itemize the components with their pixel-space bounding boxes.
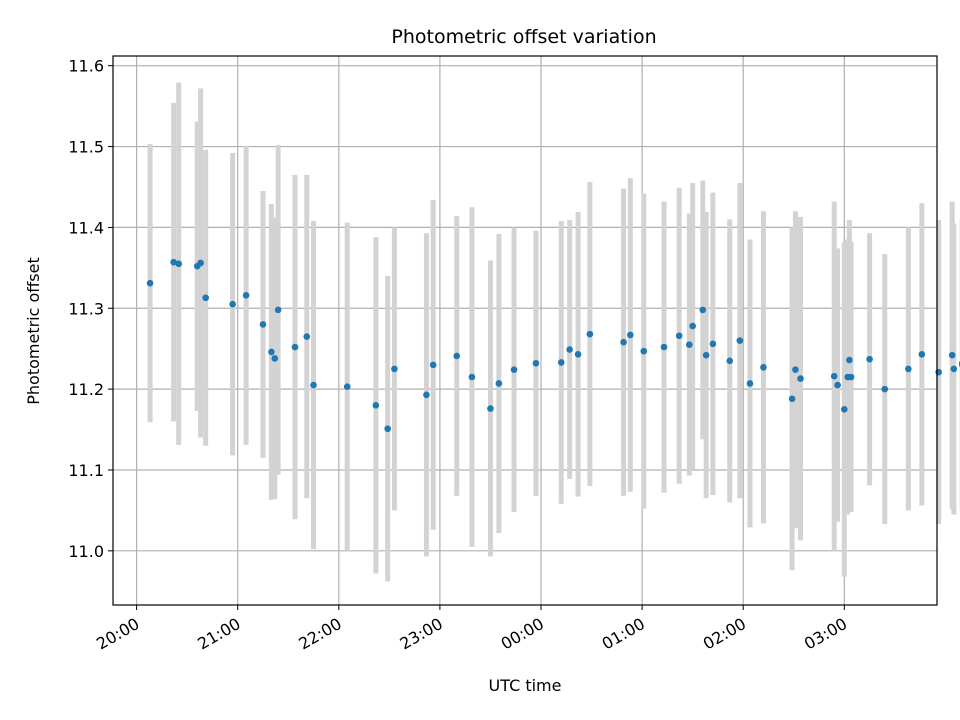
- y-tick-label: 11.4: [68, 218, 104, 237]
- data-point: [468, 373, 476, 381]
- data-point: [229, 300, 236, 308]
- x-tick-label: 22:00: [295, 614, 344, 654]
- plot-frame: [112, 55, 938, 606]
- data-point: [487, 405, 494, 412]
- grid: [113, 56, 937, 605]
- data-point: [685, 341, 693, 348]
- x-tick-label: 02:00: [700, 614, 749, 654]
- data-point: [640, 347, 648, 355]
- data-point: [881, 385, 889, 393]
- y-tick-label: 11.1: [68, 461, 104, 480]
- y-tick-label: 11.3: [68, 299, 104, 318]
- data-point: [830, 372, 838, 380]
- x-tick-label: 23:00: [396, 614, 445, 654]
- chart-title: Photometric offset variation: [391, 26, 656, 48]
- y-axis-ticks: 11.0 11.1 11.2 11.3 11.4 11.5 11.6: [68, 57, 113, 561]
- data-point: [760, 363, 767, 371]
- data-point: [423, 391, 430, 399]
- data-point: [620, 338, 627, 346]
- x-axis-ticks: 20:00 21:00 22:00 23:00 00:00 01:00 02:00 03:00: [93, 605, 850, 654]
- data-point: [343, 383, 351, 390]
- data-point: [586, 330, 594, 338]
- data-point: [566, 346, 573, 353]
- data-point: [384, 425, 391, 433]
- data-point: [453, 352, 461, 360]
- data-point: [935, 368, 942, 376]
- y-tick-label: 11.6: [68, 57, 104, 76]
- x-tick-label: 03:00: [801, 614, 850, 654]
- data-point: [675, 332, 683, 340]
- data-point: [627, 331, 634, 339]
- data-point: [510, 366, 518, 374]
- data-point: [197, 259, 204, 267]
- x-tick-label: 20:00: [93, 614, 142, 654]
- error-bars: [147, 82, 960, 582]
- data-point: [797, 375, 804, 382]
- data-point: [950, 365, 958, 373]
- data-point: [746, 380, 754, 387]
- data-point: [702, 351, 710, 359]
- data-point: [866, 355, 873, 363]
- data-point: [274, 306, 282, 314]
- data-point: [948, 351, 956, 359]
- data-point: [699, 306, 707, 314]
- data-points: [146, 258, 960, 433]
- data-point: [532, 359, 540, 367]
- data-point: [574, 351, 582, 358]
- data-point: [170, 258, 177, 266]
- data-point: [259, 321, 267, 328]
- data-point: [271, 355, 279, 362]
- data-point: [847, 373, 855, 381]
- data-point: [242, 292, 250, 299]
- data-point: [846, 356, 853, 364]
- data-point: [175, 260, 183, 268]
- data-point: [291, 343, 299, 351]
- x-tick-label: 01:00: [599, 614, 648, 654]
- data-point: [429, 361, 437, 369]
- y-tick-label: 11.5: [68, 138, 104, 157]
- x-tick-label: 21:00: [194, 614, 243, 654]
- data-point: [202, 294, 209, 302]
- data-point: [736, 337, 744, 344]
- data-point: [303, 333, 311, 340]
- y-axis-label: Photometric offset: [24, 257, 43, 405]
- x-tick-label: 00:00: [498, 614, 547, 654]
- data-point: [918, 351, 926, 358]
- data-point: [372, 401, 380, 409]
- data-point: [391, 365, 398, 373]
- data-point: [146, 279, 154, 287]
- data-point: [834, 381, 841, 389]
- data-point: [268, 348, 275, 356]
- data-point: [310, 381, 317, 389]
- data-point: [841, 406, 848, 413]
- y-tick-label: 11.2: [68, 380, 104, 399]
- data-point: [726, 357, 734, 365]
- data-point: [660, 343, 668, 351]
- x-axis-label: UTC time: [489, 676, 562, 695]
- data-point: [709, 340, 717, 348]
- y-tick-label: 11.0: [68, 542, 104, 561]
- data-point: [689, 322, 696, 330]
- data-point: [495, 380, 503, 387]
- data-point: [557, 359, 565, 366]
- data-point: [788, 395, 796, 403]
- data-point: [792, 366, 799, 374]
- data-point: [905, 365, 912, 373]
